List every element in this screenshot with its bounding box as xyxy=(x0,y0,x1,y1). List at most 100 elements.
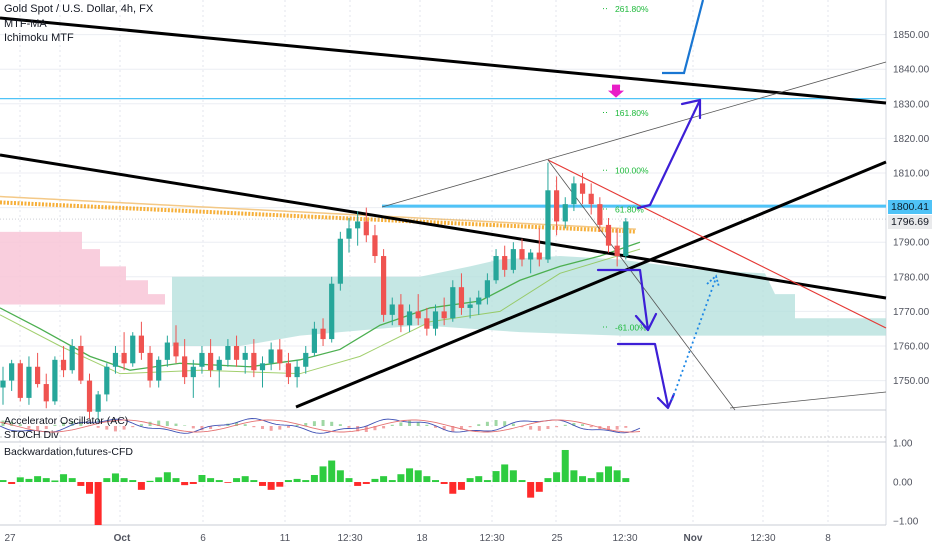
ac-bar-pos xyxy=(572,423,576,426)
ac-bar-neg xyxy=(113,426,117,432)
candle-bull xyxy=(9,363,15,381)
bw-bar-neg xyxy=(181,482,189,486)
price-tick-label: 1830.00 xyxy=(893,99,930,110)
ac-bar-pos xyxy=(399,422,403,426)
bw-bar-pos xyxy=(622,478,630,483)
ac-bar-pos xyxy=(330,421,334,426)
candle-bear xyxy=(372,235,378,257)
ac-bar-neg xyxy=(356,426,360,432)
candle-bear xyxy=(208,352,214,371)
ac-bar-neg xyxy=(217,426,221,427)
ma-green-2 xyxy=(0,248,641,375)
ac-bar-pos xyxy=(18,424,22,426)
candle-bear xyxy=(182,356,188,378)
bw-tick-label: 1.00 xyxy=(893,438,913,449)
bw-bar-pos xyxy=(483,480,491,483)
bw-bar-pos xyxy=(207,478,215,483)
ac-bar-neg xyxy=(269,426,273,431)
blue-breakout-arrow xyxy=(662,0,705,75)
candle-bull xyxy=(571,183,577,205)
bull-cloud xyxy=(172,256,886,346)
bw-bar-pos xyxy=(103,478,111,483)
bw-bar-pos xyxy=(605,466,612,483)
candle-bull xyxy=(303,352,309,367)
indicator-mtf-ma-label: MTF-MA xyxy=(4,18,47,30)
time-tick-label: 27 xyxy=(4,533,16,544)
candle-bull xyxy=(69,345,75,371)
candle-bull xyxy=(0,380,6,388)
bw-bar-pos xyxy=(561,449,569,483)
price-tick-label: 1840.00 xyxy=(893,65,930,76)
arrow-down-path xyxy=(596,268,650,332)
ac-bar-neg xyxy=(382,426,386,429)
bw-bar-pos xyxy=(501,464,509,483)
oscillator-pane xyxy=(0,418,886,438)
candle-bull xyxy=(406,311,413,326)
bw-tick-label: 0.00 xyxy=(893,478,913,489)
ac-bar-neg xyxy=(252,426,256,428)
bw-bar-pos xyxy=(397,474,405,483)
ac-bar-pos xyxy=(235,422,239,426)
ac-bar-neg xyxy=(442,426,446,431)
candle-bull xyxy=(52,359,58,402)
ac-bar-neg xyxy=(44,426,48,429)
bw-bar-pos xyxy=(328,460,336,483)
bw-bar-pos xyxy=(42,478,50,483)
stoch-d-line xyxy=(0,419,641,433)
candle-bear xyxy=(536,252,542,260)
ac-bar-pos xyxy=(477,424,481,426)
candle-bear xyxy=(363,221,369,236)
channel-line xyxy=(381,61,887,208)
fib-label: 61.80% xyxy=(615,204,644,214)
candle-bull xyxy=(510,249,516,270)
bw-bar-neg xyxy=(440,482,448,484)
bw-bar-neg xyxy=(86,482,93,494)
descending-trendline xyxy=(0,153,887,300)
candle-bull xyxy=(389,304,395,315)
bw-bar-pos xyxy=(302,480,310,483)
fib-label: 261.80% xyxy=(615,4,649,14)
bw-bar-pos xyxy=(579,476,587,483)
bw-bar-neg xyxy=(77,482,85,486)
bw-bar-pos xyxy=(68,478,76,483)
bw-bar-pos xyxy=(215,480,223,483)
bw-bar-pos xyxy=(0,480,7,483)
price-tick-label: 1750.00 xyxy=(893,376,930,387)
bw-bar-pos xyxy=(16,477,24,483)
candle-bull xyxy=(545,190,551,260)
ac-bar-pos xyxy=(511,423,515,426)
bw-bar-neg xyxy=(94,482,102,525)
candle-bull xyxy=(623,221,629,257)
candle-bear xyxy=(138,335,144,353)
ac-bar-pos xyxy=(321,420,325,426)
arrow-down-head xyxy=(634,312,658,332)
ac-bar-neg xyxy=(468,426,472,428)
moving-averages xyxy=(0,195,641,375)
bw-bar-pos xyxy=(120,478,128,483)
bw-bar-pos xyxy=(293,478,301,483)
ac-bar-neg xyxy=(555,426,559,428)
candle-bull xyxy=(450,287,456,319)
ac-bar-pos xyxy=(53,424,57,426)
candle-bear xyxy=(415,311,421,319)
candle-bull xyxy=(493,256,499,281)
candle-bull xyxy=(190,366,196,378)
candle-bear xyxy=(519,249,525,260)
ac-bar-pos xyxy=(183,425,187,426)
bw-bar-pos xyxy=(388,480,396,483)
bw-bar-pos xyxy=(163,472,171,483)
ac-bar-pos xyxy=(157,420,161,426)
time-tick-label: Oct xyxy=(114,533,131,544)
time-tick-label: 12:30 xyxy=(750,533,775,544)
bw-bar-pos xyxy=(233,478,241,483)
bw-bar-pos xyxy=(172,478,180,483)
ac-bar-neg xyxy=(373,426,377,431)
bw-bar-pos xyxy=(319,466,327,483)
bw-tick-label: −1.00 xyxy=(893,517,919,528)
level-price-tag: 1800.41 xyxy=(888,200,932,214)
price-tick-label: 1810.00 xyxy=(893,168,930,179)
ac-bar-neg xyxy=(122,426,126,430)
candle-bull xyxy=(476,297,482,305)
fib-levels: 261.80% 161.80% 100.00% 61.80% -61.00% xyxy=(603,4,649,332)
trendlines xyxy=(0,16,887,411)
